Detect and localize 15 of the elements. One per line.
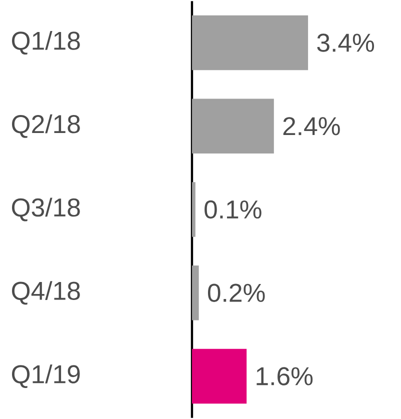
y-tick-label: Q1/19 xyxy=(12,364,80,388)
data-label: 1.6% xyxy=(256,367,313,386)
data-label: 3.4% xyxy=(317,34,374,52)
y-tick-label: Q2/18 xyxy=(12,114,80,138)
data-label: 2.4% xyxy=(283,117,340,136)
bar xyxy=(192,348,247,404)
bar xyxy=(192,182,196,237)
y-tick-label: Q3/18 xyxy=(12,198,80,222)
y-tick-label: Q4/18 xyxy=(12,281,80,305)
bar xyxy=(192,15,308,70)
y-tick-label: Q1/18 xyxy=(12,31,80,55)
bar xyxy=(192,98,274,154)
bar xyxy=(192,266,199,320)
data-label: 0.1% xyxy=(204,200,262,219)
data-label: 0.2% xyxy=(208,284,265,302)
